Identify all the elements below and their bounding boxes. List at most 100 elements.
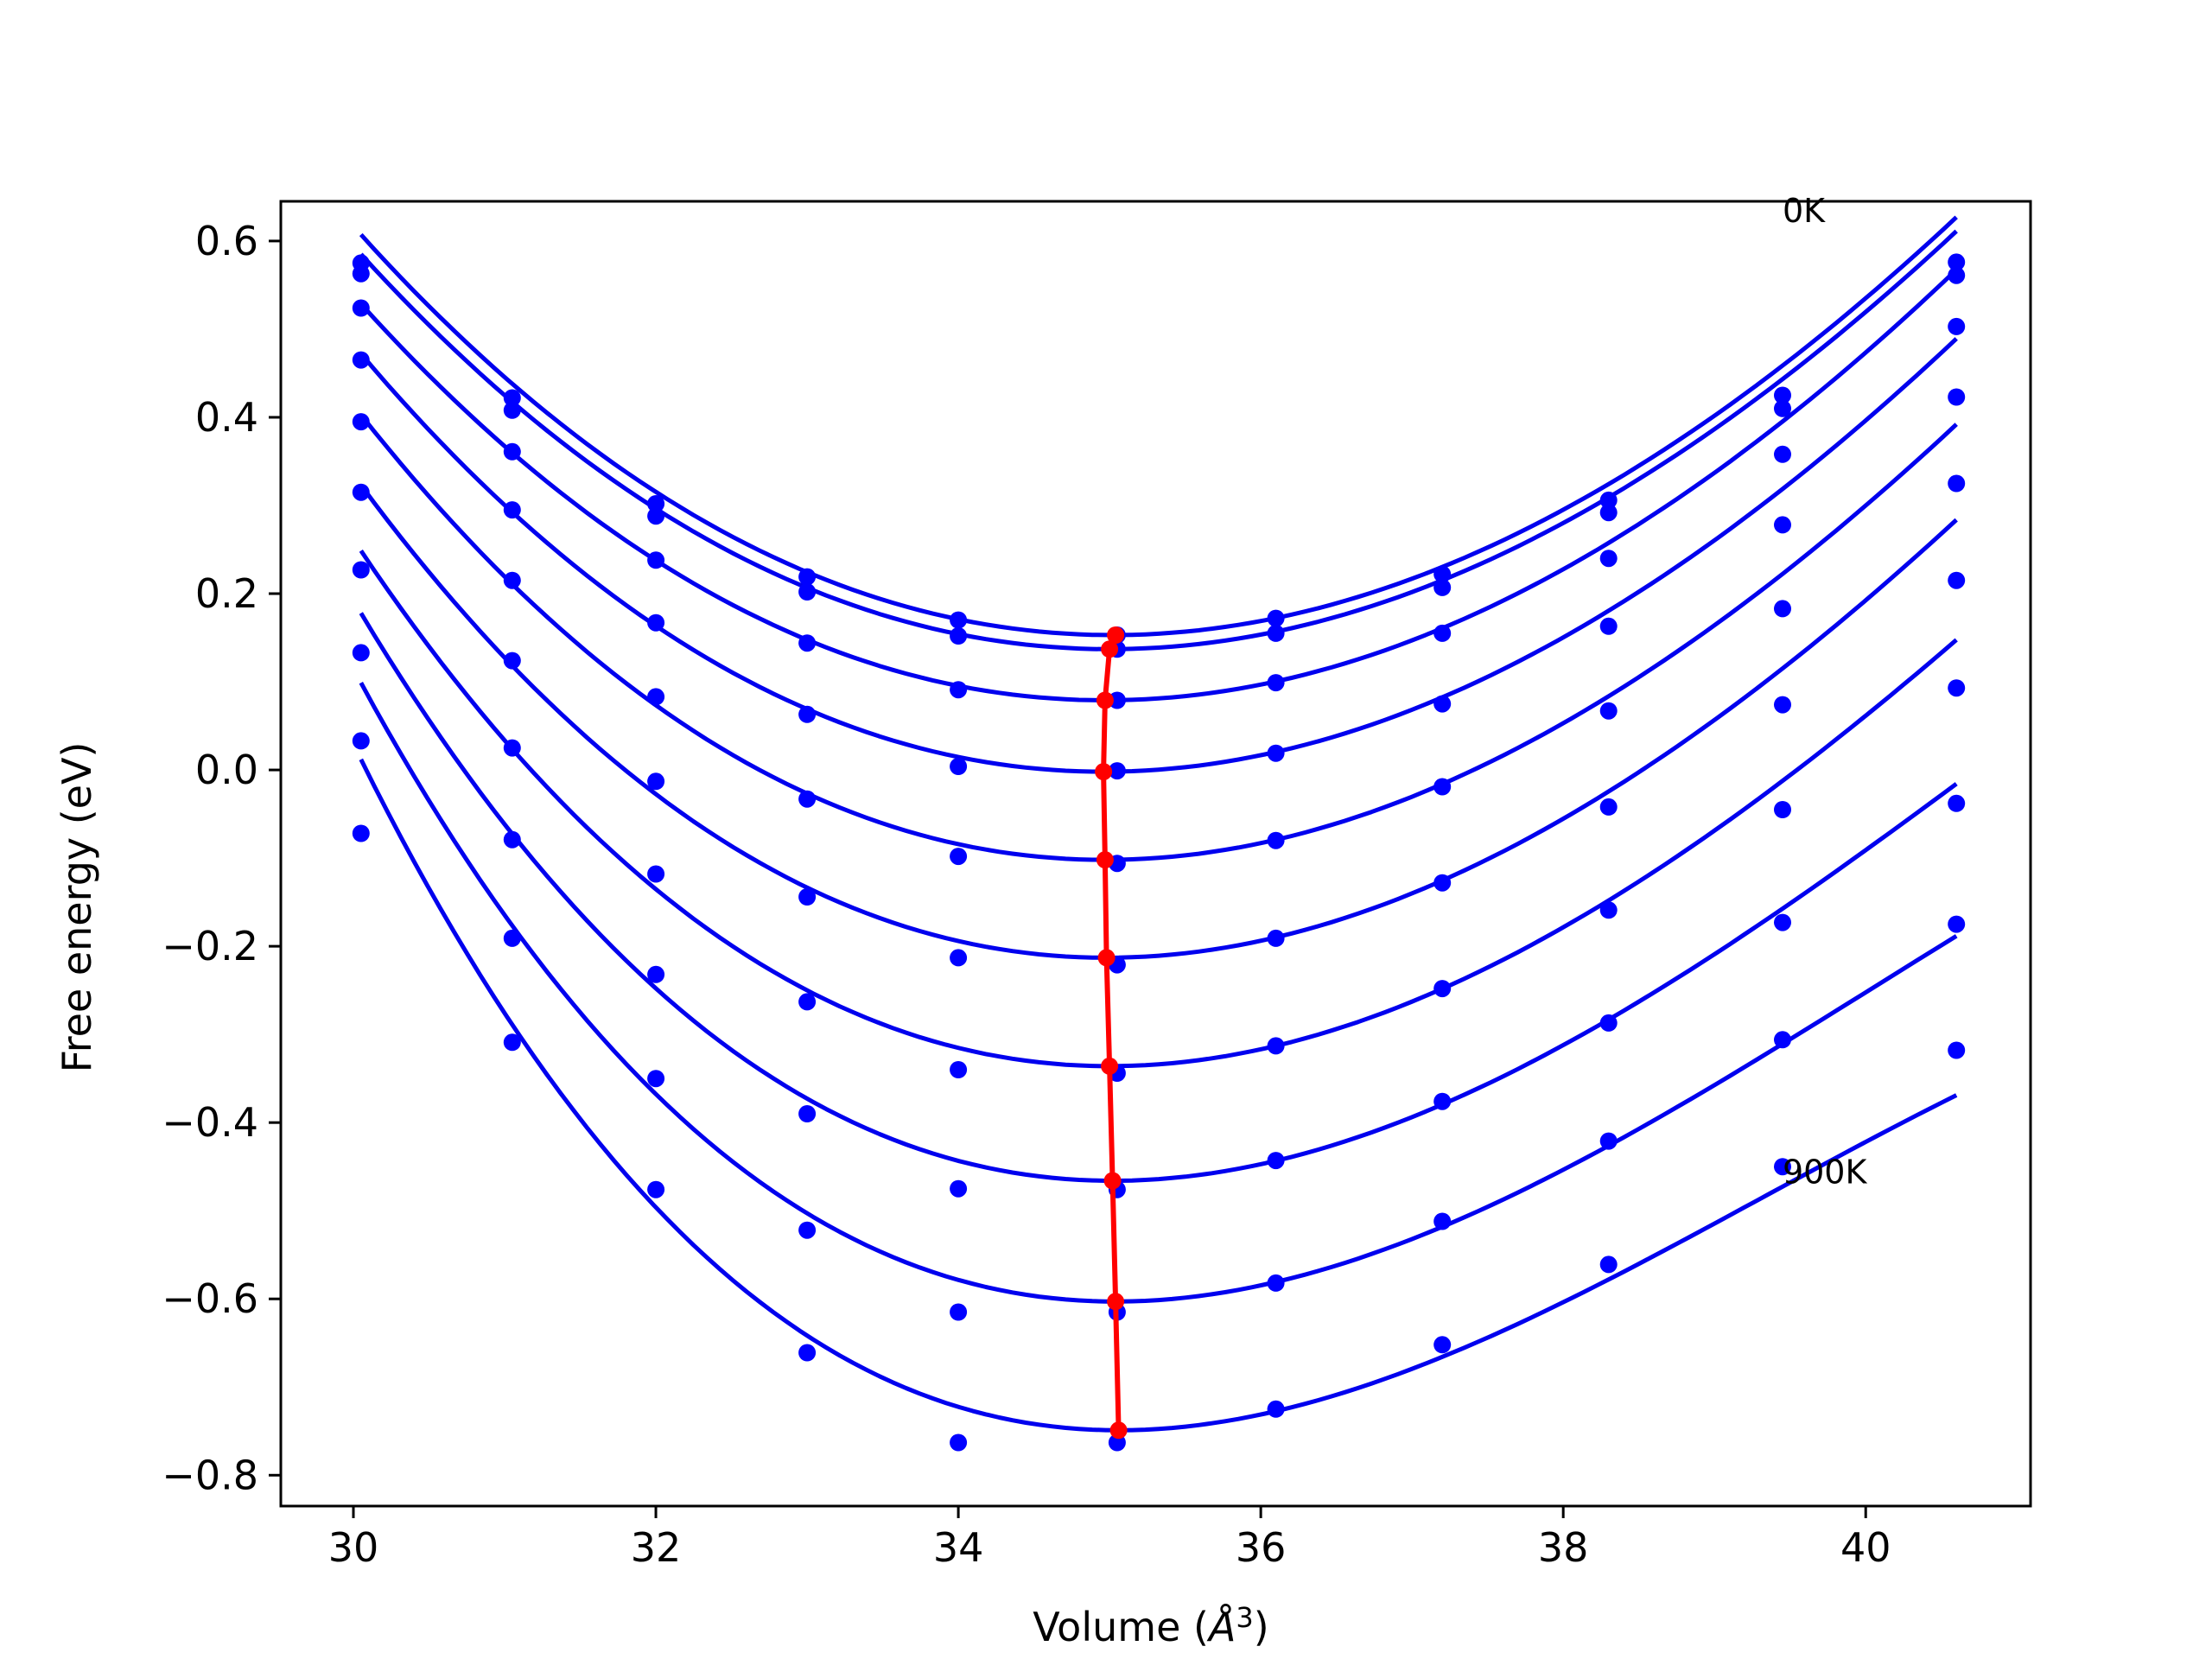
axis-ticks: 30 32 34 36 38 40 0.6 0.4 0.2 0.0 −0.2 −0.4 −0.6 −0.8 [162,218,1891,1571]
data-point-s6-p10 [1948,679,1966,697]
minimum-point-6 [1101,1057,1119,1075]
data-point-s5-p0 [352,483,370,501]
x-tick-label-3: 36 [1236,1524,1287,1571]
data-point-s2-p9 [1774,445,1791,463]
data-point-s1-p1 [503,401,521,419]
minimum-point-9 [1109,1421,1128,1440]
data-point-s2-p2 [647,551,665,569]
data-point-s0-p8 [1599,491,1618,509]
data-point-s1-p4 [950,627,968,645]
data-point-s6-p2 [647,865,665,883]
data-point-s6-p1 [503,739,521,757]
data-point-s2-p4 [950,681,968,699]
fit-curve-4 [359,413,1958,862]
data-point-s7-p8 [1599,1014,1618,1032]
data-point-s8-p8 [1599,1132,1618,1150]
fit-curve-0 [359,215,1958,638]
data-point-s6-p3 [798,993,817,1011]
x-axis-label-exponent: 3 [1236,1601,1253,1634]
data-point-s5-p10 [1948,571,1966,589]
temperature-annotation-1: 900K [1783,1153,1868,1191]
data-point-s9-p4 [950,1433,968,1452]
data-point-s6-p8 [1599,901,1618,919]
data-point-s8-p7 [1433,1212,1452,1230]
data-point-s3-p4 [950,758,968,775]
x-tick-label-2: 34 [933,1524,984,1571]
data-point-s9-p7 [1433,1336,1452,1354]
data-point-s6-p9 [1774,801,1791,818]
data-point-s4-p4 [950,848,968,866]
data-point-s9-p10 [1948,1041,1966,1059]
data-point-s8-p2 [647,1070,665,1088]
data-point-s5-p3 [798,888,817,906]
data-point-s6-p0 [352,561,370,579]
data-point-s8-p1 [503,929,521,947]
minimum-point-3 [1095,763,1113,781]
x-tick-label-1: 32 [631,1524,682,1571]
data-point-s0-p6 [1267,609,1285,627]
data-point-s0-p1 [503,389,521,407]
data-point-s2-p0 [352,299,370,317]
data-point-s1-p8 [1599,504,1618,522]
data-point-s4-p8 [1599,702,1618,720]
minimum-point-1 [1101,640,1119,658]
x-tick-label-5: 40 [1840,1524,1891,1571]
data-point-s0-p7 [1433,565,1452,583]
data-point-s9-p3 [798,1344,817,1362]
minimum-point-2 [1096,691,1114,709]
fit-curve-3 [359,337,1958,774]
data-point-s2-p5 [1108,691,1126,709]
data-point-s4-p2 [647,688,665,706]
data-point-s3-p5 [1108,762,1126,780]
x-axis-label-close: ) [1254,1604,1269,1650]
data-point-s8-p6 [1267,1274,1285,1292]
data-point-s0-p10 [1948,253,1966,271]
data-point-s3-p1 [503,501,521,519]
data-point-s4-p10 [1948,474,1966,493]
data-point-s3-p7 [1433,695,1452,713]
minimum-path-line [1101,633,1122,1431]
minimum-point-7 [1103,1172,1122,1190]
data-point-s4-p6 [1267,831,1285,849]
y-tick-label-4: −0.2 [162,923,258,969]
y-tick-label-1: 0.4 [195,394,258,441]
data-point-s1-p2 [647,507,665,525]
data-point-s6-p4 [950,1061,968,1078]
minimum-point-4 [1096,851,1114,869]
x-axis-label: Volume (Å3) [1033,1601,1268,1650]
data-point-s7-p9 [1774,913,1791,931]
data-point-s8-p4 [950,1303,968,1321]
y-tick-label-6: −0.6 [162,1275,258,1322]
y-tick-label-7: −0.8 [162,1452,258,1498]
data-point-s7-p4 [950,1179,968,1198]
data-point-s2-p6 [1267,674,1285,692]
temperature-annotation-0: 0K [1783,192,1826,230]
data-point-s4-p0 [352,413,370,431]
data-point-s7-p10 [1948,794,1966,812]
data-point-s4-p7 [1433,778,1452,796]
data-point-s1-p10 [1948,266,1966,284]
y-tick-label-5: −0.4 [162,1099,258,1146]
data-point-s9-p1 [503,1033,521,1052]
x-axis-label-text: Volume ( [1033,1604,1209,1650]
fit-curve-7 [359,612,1958,1183]
data-point-s6-p7 [1433,980,1452,998]
data-point-s7-p6 [1267,1152,1285,1170]
minimum-point-0 [1107,626,1125,644]
data-point-s5-p6 [1267,929,1285,947]
x-axis-label-symbol: Å [1206,1604,1236,1650]
data-point-s1-p6 [1267,624,1285,642]
data-point-s1-p7 [1433,578,1452,596]
y-tick-label-0: 0.6 [195,218,258,264]
data-point-s1-p9 [1774,399,1791,417]
data-point-s5-p1 [503,652,521,670]
data-point-s5-p8 [1599,798,1618,816]
data-point-s0-p4 [950,611,968,629]
data-point-s3-p10 [1948,388,1966,406]
data-point-s7-p3 [798,1105,817,1122]
data-point-s5-p9 [1774,696,1791,714]
data-point-s9-p2 [647,1180,665,1198]
y-axis-label: Free energy (eV) [54,742,100,1073]
data-point-s3-p3 [798,705,817,723]
